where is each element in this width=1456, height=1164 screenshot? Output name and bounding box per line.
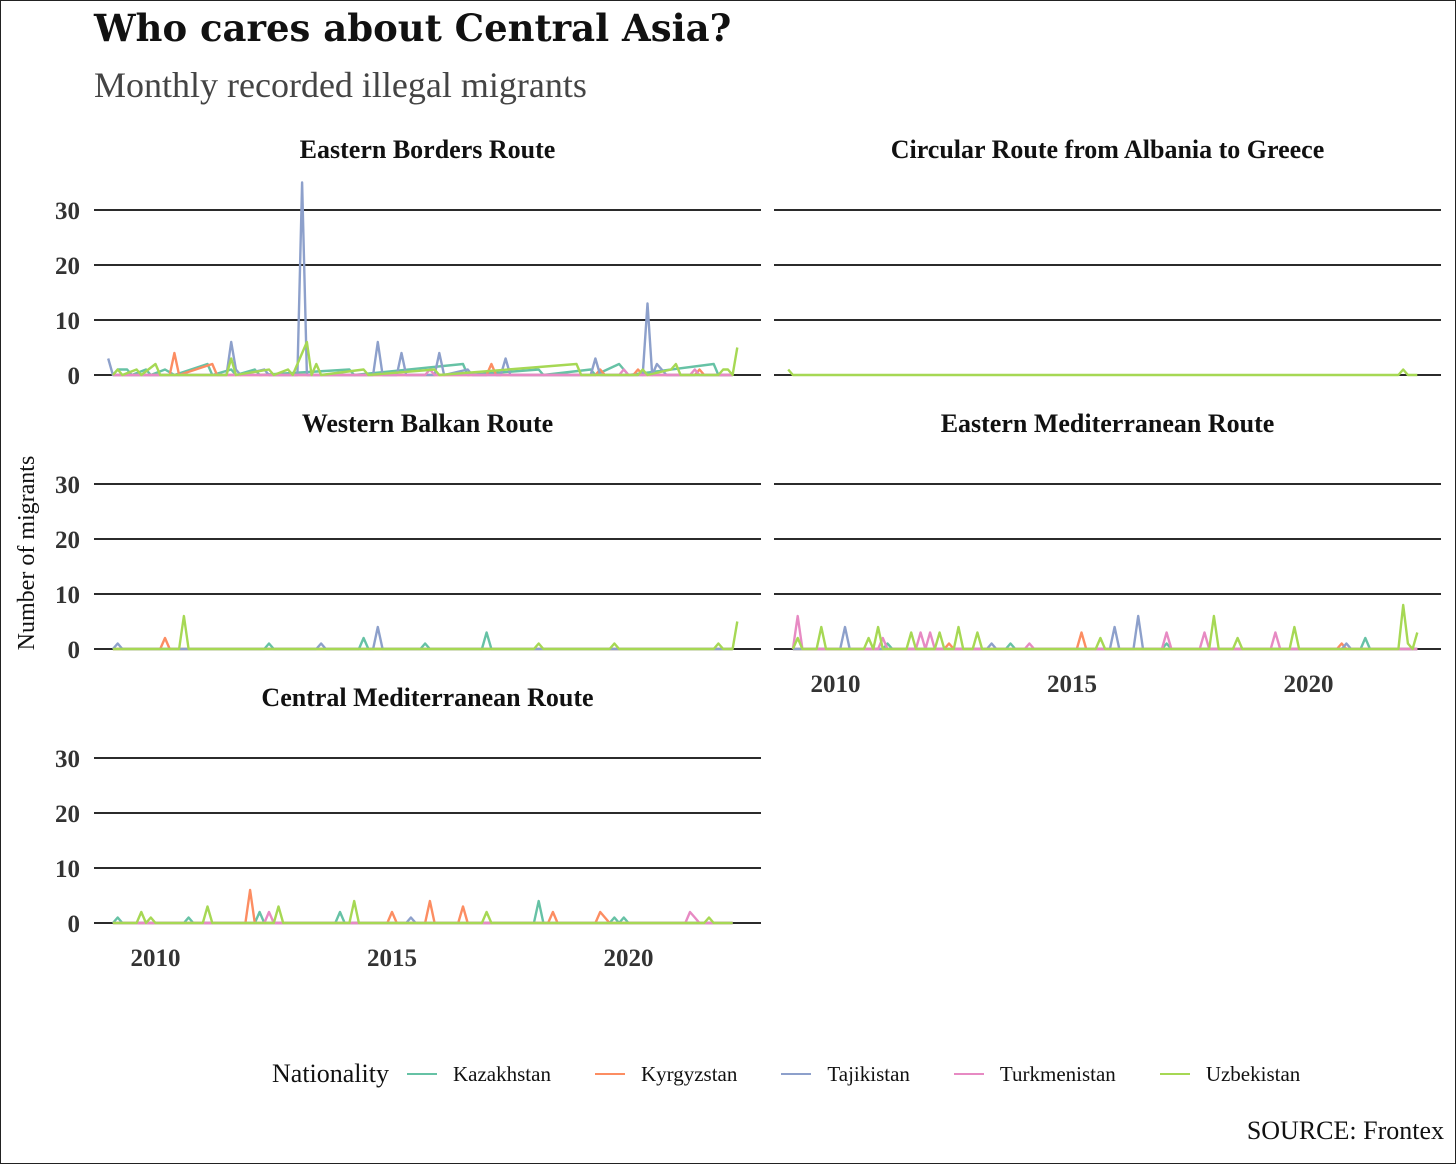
y-axis-label: Number of migrants	[14, 456, 40, 651]
panel-eastern-mediterranean-route: Eastern Mediterranean Route 2010 2015 2020	[774, 409, 1441, 698]
series-line-tajikistan	[111, 625, 733, 651]
panel-title-circular-route-from-albania-to-greece: Circular Route from Albania to Greece	[891, 135, 1325, 164]
legend: Nationality Kazakhstan Kyrgyzstan Tajiki…	[272, 1057, 1344, 1091]
source-note: SOURCE: Frontex	[1246, 1116, 1444, 1145]
series-line-uzbekistan	[111, 340, 739, 377]
series-line-kazakhstan	[111, 362, 733, 377]
legend-key-uzbekistan	[1159, 1073, 1190, 1075]
series-line-uzbekistan	[112, 899, 733, 925]
y-tick-label-30: 30	[55, 746, 80, 773]
series-line-kazakhstan	[111, 899, 733, 925]
legend-key-turkmenistan	[953, 1073, 984, 1075]
y-tick-label-30: 30	[55, 472, 80, 499]
x-tick-label-2010: 2010	[810, 671, 860, 698]
legend-item-kazakhstan: Kazakhstan	[406, 1061, 551, 1087]
panel-circular-route-from-albania-to-greece: Circular Route from Albania to Greece	[774, 135, 1441, 377]
legend-label-kyrgyzstan: Kyrgyzstan	[640, 1061, 738, 1086]
panel-title-eastern-borders-route: Eastern Borders Route	[300, 135, 556, 164]
legend-title: Nationality	[272, 1059, 389, 1088]
y-tick-label-0: 0	[68, 363, 81, 390]
legend-label-kazakhstan: Kazakhstan	[452, 1061, 551, 1086]
x-tick-label-2020: 2020	[1284, 671, 1334, 698]
series-line-uzbekistan	[112, 614, 739, 651]
series-line-tajikistan	[792, 614, 1418, 651]
legend-item-uzbekistan: Uzbekistan	[1159, 1061, 1301, 1087]
legend-label-tajikistan: Tajikistan	[827, 1061, 910, 1086]
chart-title: Who cares about Central Asia?	[94, 6, 732, 50]
series-line-kazakhstan	[112, 631, 733, 651]
y-tick-label-20: 20	[55, 527, 80, 554]
panel-title-eastern-mediterranean-route: Eastern Mediterranean Route	[941, 409, 1275, 438]
series-line-turkmenistan	[791, 614, 1418, 651]
series-line-uzbekistan	[791, 603, 1419, 651]
x-tick-label-2010: 2010	[130, 945, 180, 972]
y-tick-label-0: 0	[68, 911, 81, 938]
legend-key-kazakhstan	[406, 1073, 437, 1075]
y-tick-label-30: 30	[55, 198, 80, 225]
x-tick-label-2015: 2015	[367, 945, 417, 972]
legend-label-turkmenistan: Turkmenistan	[999, 1061, 1116, 1086]
panel-central-mediterranean-route: Central Mediterranean Route 0 10 20 30 2010 20…	[55, 683, 761, 972]
series-line-kyrgyzstan	[112, 888, 733, 925]
legend-label-uzbekistan: Uzbekistan	[1205, 1061, 1301, 1086]
panel-eastern-borders-route: Eastern Borders Route 0 10 20 30	[55, 135, 761, 390]
legend-item-turkmenistan: Turkmenistan	[953, 1061, 1116, 1087]
series-line-uzbekistan	[787, 368, 1418, 377]
legend-key-tajikistan	[781, 1073, 812, 1075]
y-tick-label-10: 10	[55, 856, 80, 883]
y-tick-label-20: 20	[55, 253, 80, 280]
panel-title-western-balkan-route: Western Balkan Route	[302, 409, 553, 438]
series-line-turkmenistan	[112, 368, 733, 377]
y-tick-label-0: 0	[68, 637, 81, 664]
legend-key-kyrgyzstan	[594, 1073, 625, 1075]
y-tick-label-10: 10	[55, 582, 80, 609]
panel-title-central-mediterranean-route: Central Mediterranean Route	[261, 683, 593, 712]
y-tick-label-10: 10	[55, 308, 80, 335]
chart-subtitle: Monthly recorded illegal migrants	[94, 65, 587, 105]
y-tick-label-20: 20	[55, 801, 80, 828]
x-tick-label-2020: 2020	[604, 945, 654, 972]
series-line-tajikistan	[107, 181, 733, 377]
x-tick-label-2015: 2015	[1047, 671, 1097, 698]
panel-western-balkan-route: Western Balkan Route 0 10 20 30	[55, 409, 761, 664]
legend-item-kyrgyzstan: Kyrgyzstan	[594, 1061, 738, 1087]
legend-item-tajikistan: Tajikistan	[781, 1062, 910, 1087]
